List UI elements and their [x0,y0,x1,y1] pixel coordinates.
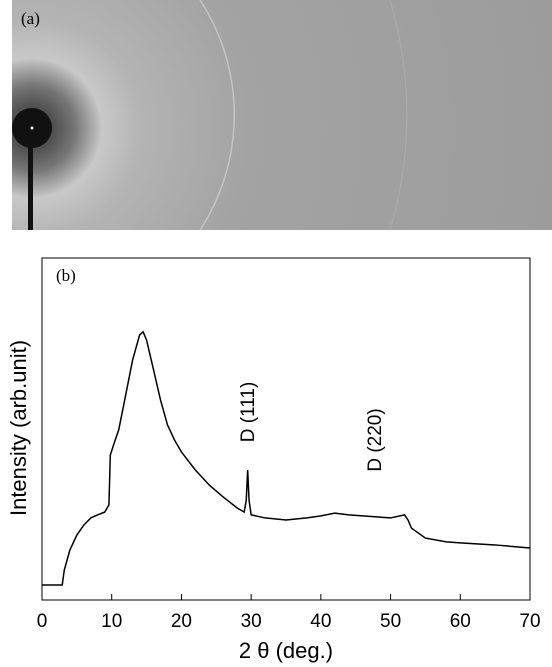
diffraction-image: (a) [12,0,552,231]
plot-frame [41,257,531,601]
peak-annotation: D (111) [238,382,259,443]
x-tick-label: 40 [310,611,331,632]
x-tick-label: 20 [171,611,192,632]
panel-label: (a) [21,9,40,28]
peak-annotation: D (220) [365,408,386,471]
x-tick-label: 50 [380,611,401,632]
x-tick-label: 10 [101,611,122,632]
x-tick-label: 60 [450,611,471,632]
x-tick-label: 0 [37,611,48,632]
x-axis-label: 2 θ (deg.) [239,638,333,663]
x-tick-label: 70 [519,611,540,632]
line-series [42,330,531,586]
x-tick-label: 30 [241,611,262,632]
panel-label: (b) [56,266,76,285]
y-axis-label: Intensity (arb.unit) [6,340,31,516]
